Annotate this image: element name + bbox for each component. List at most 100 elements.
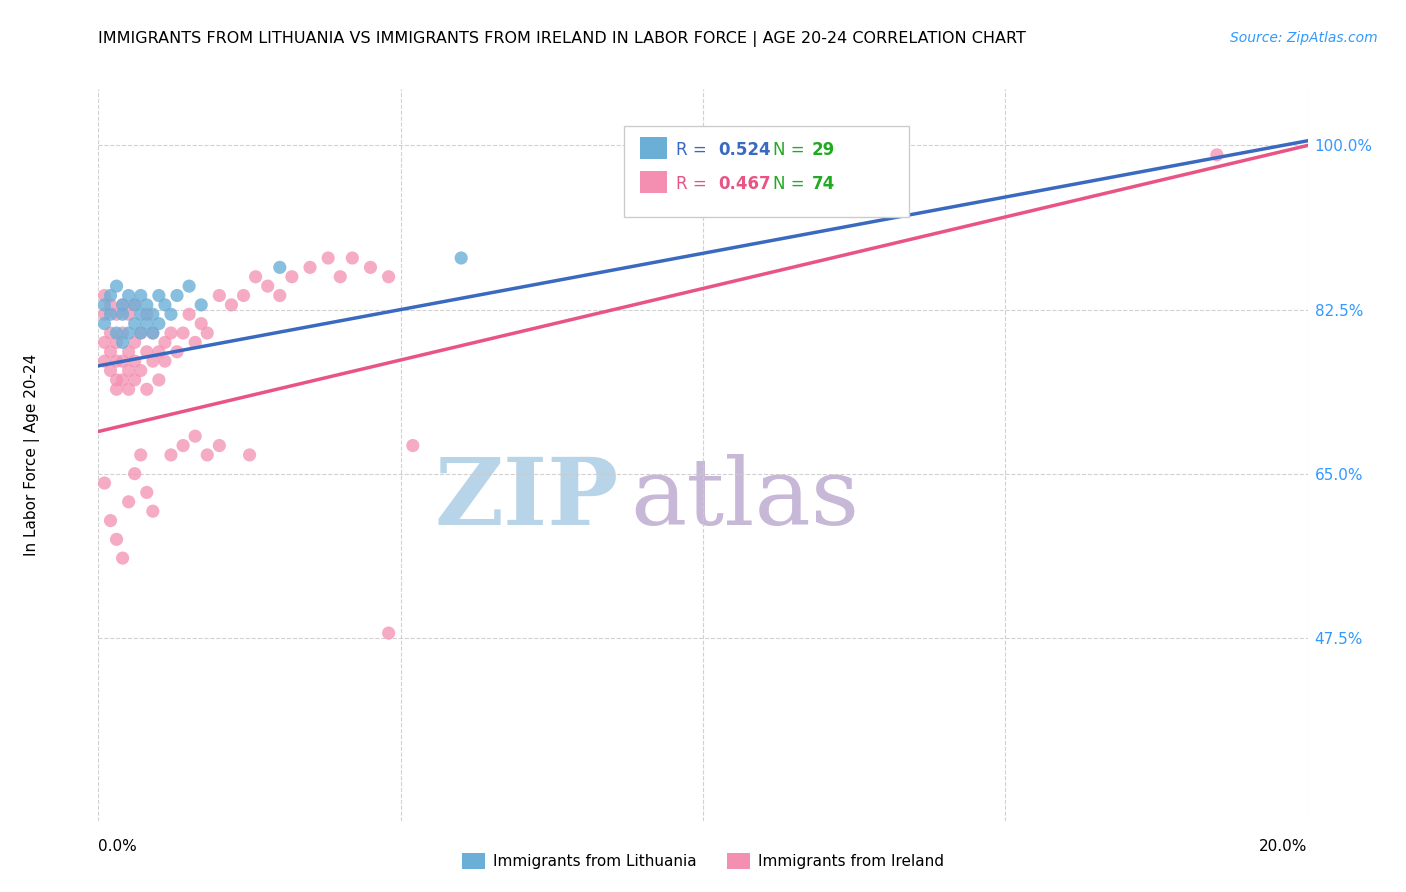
- Text: In Labor Force | Age 20-24: In Labor Force | Age 20-24: [24, 354, 39, 556]
- FancyBboxPatch shape: [624, 126, 908, 218]
- Point: [118, 495, 141, 509]
- Bar: [640, 136, 666, 159]
- Point: [1206, 148, 1229, 162]
- Point: [208, 288, 231, 302]
- Point: [100, 326, 122, 340]
- Text: R =: R =: [676, 176, 713, 194]
- Point: [142, 326, 165, 340]
- Point: [124, 354, 146, 368]
- Point: [177, 307, 201, 321]
- Point: [135, 317, 157, 331]
- Point: [160, 448, 183, 462]
- Point: [195, 326, 218, 340]
- Point: [153, 354, 176, 368]
- Point: [100, 288, 122, 302]
- Point: [135, 485, 157, 500]
- Point: [142, 326, 165, 340]
- Point: [148, 373, 170, 387]
- Point: [269, 288, 291, 302]
- Point: [118, 288, 141, 302]
- Point: [135, 382, 157, 396]
- Point: [124, 298, 146, 312]
- Text: N =: N =: [773, 176, 810, 194]
- Point: [93, 335, 115, 350]
- Point: [256, 279, 278, 293]
- Point: [129, 288, 152, 302]
- Point: [153, 335, 176, 350]
- Point: [360, 260, 382, 275]
- Point: [402, 438, 425, 452]
- Point: [177, 279, 201, 293]
- Point: [111, 307, 134, 321]
- Point: [299, 260, 322, 275]
- Point: [377, 626, 399, 640]
- Point: [142, 354, 165, 368]
- Point: [142, 307, 165, 321]
- Point: [111, 551, 134, 566]
- Point: [105, 354, 128, 368]
- Text: Source: ZipAtlas.com: Source: ZipAtlas.com: [1230, 31, 1378, 45]
- Text: 0.0%: 0.0%: [98, 838, 138, 854]
- Point: [329, 269, 352, 284]
- Point: [124, 335, 146, 350]
- Point: [93, 288, 115, 302]
- Point: [93, 354, 115, 368]
- Point: [124, 317, 146, 331]
- Text: 0.524: 0.524: [718, 141, 772, 159]
- Point: [118, 307, 141, 321]
- Point: [166, 344, 188, 359]
- Point: [105, 533, 128, 547]
- Point: [118, 344, 141, 359]
- Point: [100, 514, 122, 528]
- Point: [118, 363, 141, 377]
- Point: [184, 429, 207, 443]
- Text: R =: R =: [676, 141, 713, 159]
- Point: [153, 298, 176, 312]
- Point: [111, 326, 134, 340]
- Point: [124, 467, 146, 481]
- Point: [129, 326, 152, 340]
- Point: [208, 438, 231, 452]
- Point: [269, 260, 291, 275]
- Point: [93, 298, 115, 312]
- Text: IMMIGRANTS FROM LITHUANIA VS IMMIGRANTS FROM IRELAND IN LABOR FORCE | AGE 20-24 : IMMIGRANTS FROM LITHUANIA VS IMMIGRANTS …: [98, 31, 1026, 47]
- Point: [124, 298, 146, 312]
- Point: [160, 326, 183, 340]
- Point: [148, 288, 170, 302]
- Point: [450, 251, 472, 265]
- Point: [105, 307, 128, 321]
- Point: [245, 269, 267, 284]
- Point: [105, 326, 128, 340]
- Point: [148, 344, 170, 359]
- Point: [172, 438, 194, 452]
- Point: [105, 382, 128, 396]
- Point: [135, 298, 157, 312]
- Point: [129, 448, 152, 462]
- Point: [190, 298, 212, 312]
- Point: [316, 251, 339, 265]
- Point: [184, 335, 207, 350]
- Point: [135, 344, 157, 359]
- Point: [195, 448, 218, 462]
- Point: [118, 326, 141, 340]
- Point: [111, 298, 134, 312]
- Text: atlas: atlas: [630, 454, 859, 544]
- Point: [111, 298, 134, 312]
- Point: [129, 326, 152, 340]
- Point: [100, 298, 122, 312]
- Point: [377, 269, 399, 284]
- Point: [342, 251, 364, 265]
- Point: [93, 317, 115, 331]
- Point: [135, 307, 157, 321]
- Bar: [640, 171, 666, 193]
- Point: [281, 269, 304, 284]
- Point: [160, 307, 183, 321]
- Point: [93, 476, 115, 491]
- Text: 20.0%: 20.0%: [1260, 838, 1308, 854]
- Point: [190, 317, 212, 331]
- Point: [111, 335, 134, 350]
- Point: [142, 504, 165, 518]
- Text: 0.467: 0.467: [718, 176, 772, 194]
- Point: [129, 363, 152, 377]
- Point: [111, 373, 134, 387]
